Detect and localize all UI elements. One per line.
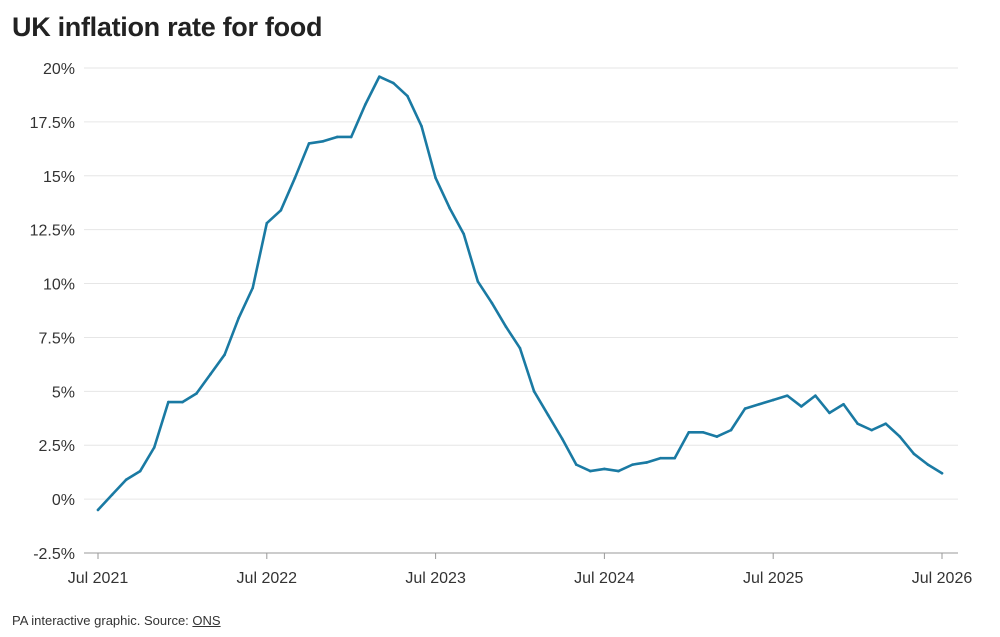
- data-point: [870, 428, 873, 432]
- data-point: [898, 435, 902, 438]
- data-point: [617, 469, 620, 473]
- footer-text: PA interactive graphic. Source:: [12, 613, 193, 628]
- data-point: [940, 471, 944, 475]
- data-point: [124, 478, 128, 482]
- data-point: [307, 142, 311, 145]
- data-point: [209, 372, 212, 376]
- data-point: [673, 456, 677, 460]
- data-point: [659, 456, 662, 460]
- y-tick-label: 12.5%: [30, 223, 75, 240]
- data-point: [532, 390, 536, 393]
- data-point: [757, 402, 761, 406]
- x-axis: Jul 2021 Jul 2022 Jul 2023 Jul 2024 Jul 2025…: [68, 552, 973, 587]
- data-point: [645, 461, 648, 464]
- gridlines: [84, 67, 958, 554]
- source-link[interactable]: ONS: [192, 613, 221, 628]
- data-point: [560, 437, 564, 441]
- data-point: [406, 94, 409, 98]
- y-tick-label: 7.5%: [39, 330, 75, 347]
- data-point: [349, 135, 353, 139]
- data-point: [856, 422, 859, 425]
- data-point: [195, 392, 198, 395]
- data-point: [715, 435, 719, 438]
- data-point: [392, 81, 395, 85]
- data-point: [743, 407, 747, 410]
- y-tick-label: 2.5%: [39, 438, 75, 455]
- data-point: [912, 452, 916, 456]
- data-point: [687, 430, 691, 434]
- y-tick-label: 15%: [43, 169, 75, 186]
- data-point: [546, 413, 550, 417]
- data-point: [828, 411, 831, 415]
- footer-credit: PA interactive graphic. Source: ONS: [12, 613, 221, 628]
- x-tick-label: Jul 2022: [237, 570, 298, 587]
- y-tick-label: 10%: [43, 277, 75, 294]
- data-point: [293, 176, 297, 180]
- y-axis: 20% 17.5% 15% 12.5% 10% 7.5% 5% 2.5% 0% -2.5%: [30, 61, 75, 563]
- data-point: [884, 422, 888, 425]
- data-point: [321, 139, 325, 143]
- series-group: [96, 75, 944, 512]
- x-tick-label: Jul 2025: [743, 570, 804, 587]
- data-point: [363, 103, 367, 106]
- x-tick-label: Jul 2021: [68, 570, 129, 587]
- data-point: [574, 463, 578, 466]
- data-point: [589, 469, 592, 473]
- data-point: [420, 124, 423, 128]
- data-point: [771, 398, 775, 402]
- y-tick-label: 20%: [43, 61, 75, 78]
- data-point: [378, 75, 381, 78]
- data-point: [842, 402, 845, 406]
- data-point: [223, 353, 226, 356]
- data-point: [265, 221, 269, 225]
- data-point: [152, 446, 156, 449]
- data-point: [800, 405, 803, 408]
- data-point: [518, 346, 522, 350]
- x-tick-label: Jul 2023: [405, 570, 466, 587]
- data-point: [729, 428, 733, 432]
- data-point: [181, 400, 184, 404]
- data-point: [96, 508, 100, 512]
- data-point: [462, 232, 466, 236]
- data-point: [476, 280, 480, 283]
- data-point: [167, 400, 170, 404]
- y-tick-label: 5%: [52, 384, 75, 401]
- data-point: [603, 467, 606, 471]
- data-point: [138, 469, 142, 473]
- data-point: [814, 394, 817, 397]
- data-point: [110, 493, 114, 497]
- y-tick-label: 17.5%: [30, 115, 75, 132]
- y-tick-label: -2.5%: [33, 546, 75, 563]
- data-point: [504, 325, 508, 328]
- x-tick-label: Jul 2026: [912, 570, 973, 587]
- data-point: [335, 135, 339, 139]
- data-point: [785, 394, 789, 397]
- data-point: [434, 176, 437, 180]
- data-point: [251, 286, 255, 290]
- line-chart: 20% 17.5% 15% 12.5% 10% 7.5% 5% 2.5% 0% -2.5% Jul…: [30, 61, 973, 587]
- data-point: [490, 301, 494, 305]
- x-tick-label: Jul 2024: [574, 570, 635, 587]
- data-point: [448, 206, 451, 210]
- data-point: [701, 430, 705, 434]
- y-tick-label: 0%: [52, 492, 75, 509]
- data-point: [926, 463, 930, 466]
- chart-title: UK inflation rate for food: [12, 12, 323, 42]
- data-point: [279, 208, 283, 212]
- data-point: [631, 463, 634, 466]
- data-point: [237, 316, 240, 320]
